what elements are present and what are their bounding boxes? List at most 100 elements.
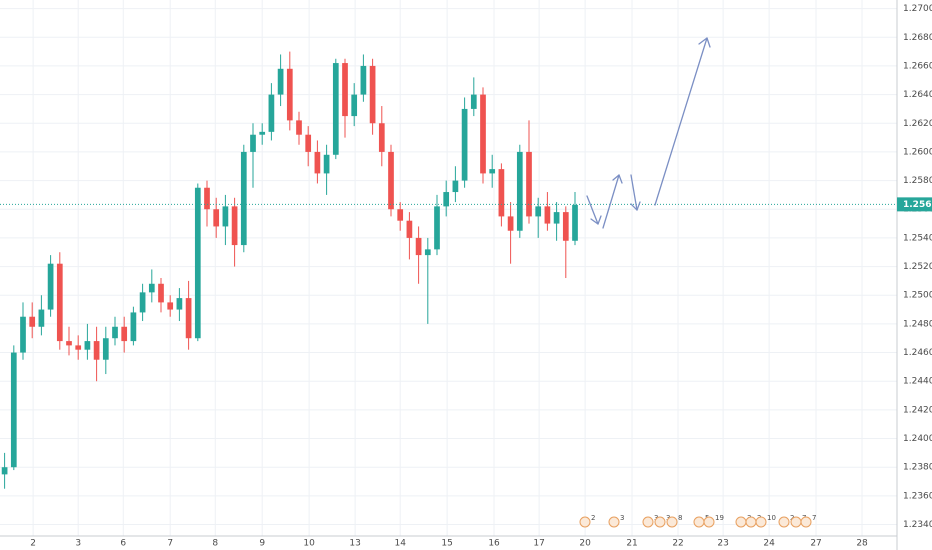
arrow <box>654 37 708 206</box>
candle-body <box>369 65 376 124</box>
candle-body <box>553 212 560 224</box>
event-count: 10 <box>767 514 776 522</box>
y-tick-label: 1.24000 <box>903 434 932 444</box>
x-tick-label: 22 <box>672 539 683 549</box>
arrow <box>586 195 599 225</box>
arrow <box>630 174 638 211</box>
x-tick-label: 8 <box>212 539 218 549</box>
last-price-label: 1.25634 <box>903 200 932 210</box>
y-tick-label: 1.26800 <box>903 33 932 43</box>
event-icon <box>693 516 705 528</box>
candle-body <box>314 151 321 174</box>
last-price-tag <box>897 197 932 212</box>
candle-body <box>415 237 422 256</box>
candle-body <box>470 94 477 109</box>
candle-body <box>139 292 146 313</box>
y-tick-label: 1.24800 <box>903 319 932 329</box>
candle-body <box>231 206 238 246</box>
y-tick-label: 1.25000 <box>903 291 932 301</box>
event-icon <box>790 516 802 528</box>
x-tick-label: 24 <box>763 539 775 549</box>
candle-body <box>461 108 468 181</box>
candle-body <box>66 341 72 346</box>
arrow <box>602 174 620 229</box>
event-count: 2 <box>591 514 595 522</box>
event-count: 19 <box>715 514 724 522</box>
candle-body <box>250 134 256 152</box>
event-icon <box>703 516 715 528</box>
candle-body <box>526 151 532 217</box>
event-count: 7 <box>812 514 816 522</box>
candle-body <box>323 154 330 174</box>
candle-body <box>10 352 17 468</box>
x-tick-label: 16 <box>488 539 500 549</box>
candle-body <box>562 212 569 241</box>
arrow-head <box>630 201 641 211</box>
candle-body <box>56 263 63 342</box>
x-tick-label: 3 <box>75 539 81 549</box>
candle-body <box>213 209 220 227</box>
candle-body <box>158 283 164 303</box>
event-count: 3 <box>620 514 624 522</box>
price-axis <box>897 0 932 550</box>
y-tick-label: 1.23400 <box>903 520 932 530</box>
candle-body <box>222 206 229 227</box>
event-icon <box>666 516 678 528</box>
event-icon <box>608 516 620 528</box>
candle-body <box>259 131 266 135</box>
candle-body <box>406 220 413 238</box>
x-tick-label: 7 <box>167 539 173 549</box>
x-tick-label: 6 <box>120 539 126 549</box>
x-tick-label: 14 <box>394 539 406 549</box>
y-tick-label: 1.26600 <box>903 61 932 71</box>
candle-body <box>342 63 348 117</box>
candle-body <box>277 68 284 95</box>
candle-body <box>351 94 358 117</box>
y-tick-label: 1.23800 <box>903 463 932 473</box>
candle-body <box>480 94 486 174</box>
candle-body <box>121 326 128 342</box>
y-tick-label: 1.26200 <box>903 119 932 129</box>
x-tick-label: 13 <box>349 539 360 549</box>
x-tick-label: 17 <box>533 539 544 549</box>
drawn-arrows <box>586 37 711 229</box>
candle-body <box>130 312 137 342</box>
arrow-head <box>612 174 623 184</box>
candle-body <box>268 94 275 132</box>
event-icon <box>800 516 812 528</box>
candle-body <box>167 302 174 310</box>
x-tick-label: 27 <box>810 539 821 549</box>
candle-body <box>148 283 155 293</box>
event-icon <box>745 516 757 528</box>
candle-body <box>305 134 312 152</box>
y-tick-label: 1.24400 <box>903 377 932 387</box>
candle-body <box>240 151 247 246</box>
candle-body <box>332 63 339 155</box>
y-tick-label: 1.26000 <box>903 147 932 157</box>
event-icon <box>735 516 747 528</box>
candle-body <box>434 206 440 250</box>
candle-body <box>388 151 394 210</box>
candle-body <box>1 467 8 475</box>
candle-body <box>286 68 293 121</box>
y-tick-label: 1.25800 <box>903 176 932 186</box>
grid <box>0 0 897 536</box>
y-tick-label: 1.23600 <box>903 491 932 501</box>
candle-body <box>544 206 551 224</box>
y-tick-label: 1.25400 <box>903 233 932 243</box>
candle-body <box>20 316 26 353</box>
candle-body <box>204 187 210 210</box>
candle-body <box>185 298 192 339</box>
candle-body <box>112 326 118 339</box>
candle-body <box>443 192 450 207</box>
candle-body <box>378 123 385 152</box>
y-tick-label: 1.25200 <box>903 262 932 272</box>
candle-body <box>424 249 431 256</box>
x-tick-label: 10 <box>303 539 315 549</box>
y-tick-label: 1.24600 <box>903 348 932 358</box>
candle-body <box>452 180 459 193</box>
x-tick-label: 21 <box>626 539 637 549</box>
candle-body <box>84 341 91 350</box>
